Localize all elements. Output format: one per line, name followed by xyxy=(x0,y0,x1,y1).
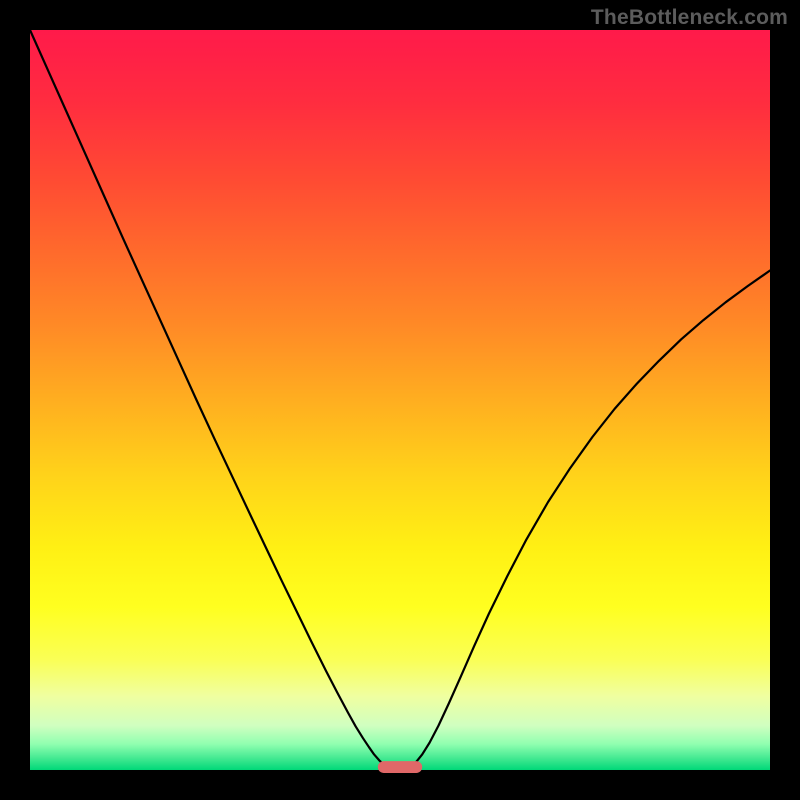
chart-svg xyxy=(0,0,800,800)
plot-background xyxy=(30,30,770,770)
watermark-text: TheBottleneck.com xyxy=(591,6,788,30)
optimum-marker xyxy=(378,761,422,773)
figure-root: TheBottleneck.com xyxy=(0,0,800,800)
